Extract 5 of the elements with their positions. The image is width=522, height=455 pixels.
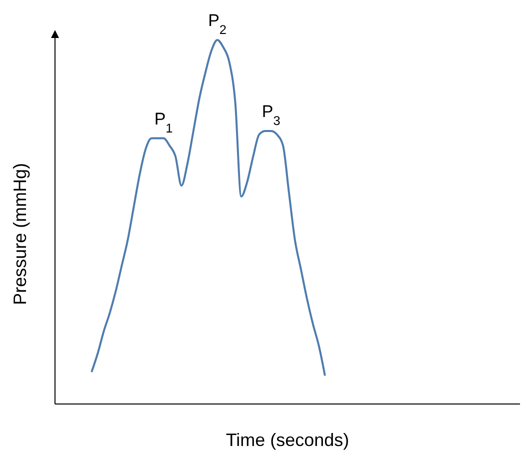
annotation: P$_{1}$ bbox=[154, 109, 173, 135]
annotation: P$_{2}$ bbox=[208, 11, 227, 36]
annotation: P$_{3}$ bbox=[262, 102, 280, 128]
x-axis-title: Time (seconds) bbox=[226, 430, 350, 450]
y-axis-title: Pressure (mmHg) bbox=[10, 162, 30, 306]
